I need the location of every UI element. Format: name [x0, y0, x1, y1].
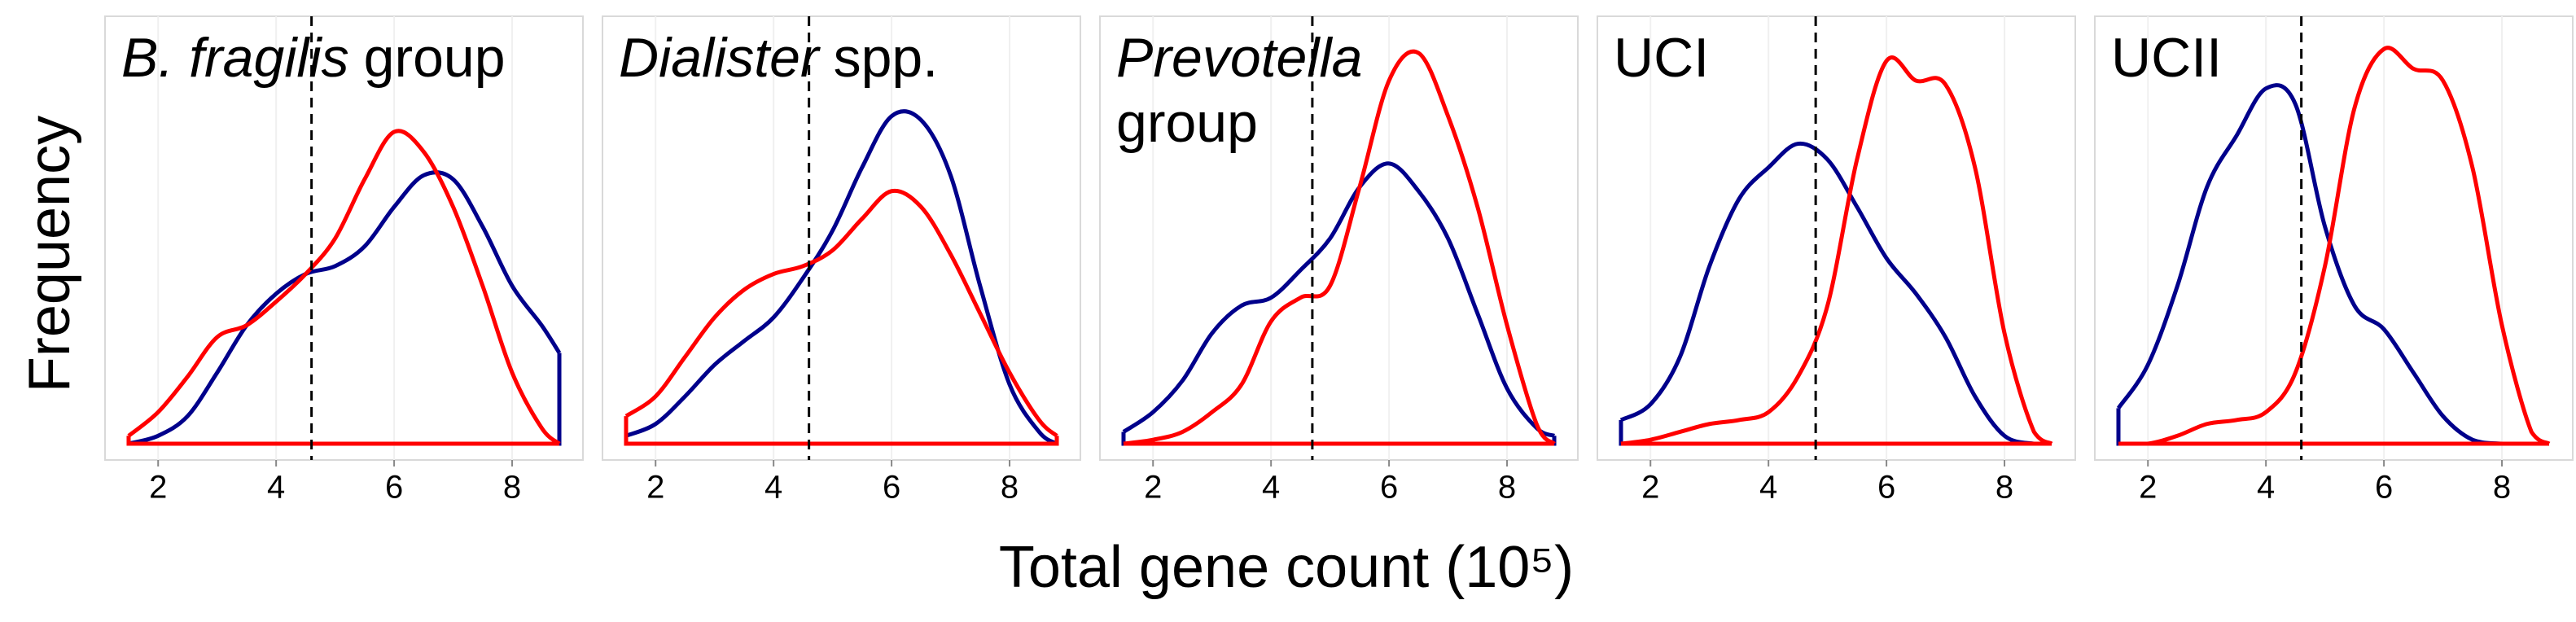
density-line [1123, 49, 1556, 446]
panel-title: Prevotella [1116, 27, 1362, 89]
density-outline [624, 416, 1059, 446]
x-tick-label: 4 [267, 470, 285, 506]
x-tick-label: 6 [883, 470, 900, 506]
x-tick-label: 2 [2139, 470, 2157, 506]
panel-title-italic: Prevotella [1116, 27, 1362, 89]
density-line [1122, 161, 1556, 438]
x-tick-label: 6 [2375, 470, 2393, 506]
panel-title-italic: Dialister [619, 27, 821, 89]
panel-title: B. fragilis group [121, 27, 506, 89]
panel-title: UCII [2111, 27, 2222, 89]
density-line [128, 170, 562, 446]
x-tick-label: 8 [1001, 470, 1019, 506]
panel [104, 15, 584, 461]
x-tick-label: 6 [385, 470, 403, 506]
x-tick-label: 8 [1498, 470, 1516, 506]
x-tick-label: 6 [1877, 470, 1895, 506]
density-outline [126, 436, 560, 446]
x-tick-label: 2 [1144, 470, 1162, 506]
panel [602, 15, 1081, 461]
x-tick-label: 6 [1380, 470, 1398, 506]
density-line [1620, 55, 2053, 446]
x-tick-label: 4 [1262, 470, 1280, 506]
panel [1597, 15, 2076, 461]
density-line [2118, 46, 2551, 446]
density-line [624, 188, 1058, 438]
panel-title-italic: B. fragilis [121, 27, 349, 89]
panel-title: Dialister spp. [619, 27, 938, 89]
x-tick-label: 2 [1641, 470, 1659, 506]
y-axis-label: Frequency [17, 116, 82, 392]
x-tick-label: 2 [149, 470, 167, 506]
density-line [2116, 83, 2550, 446]
x-tick-label: 4 [1759, 470, 1777, 506]
x-tick-label: 8 [2493, 470, 2511, 506]
x-tick-label: 4 [764, 470, 782, 506]
panel-title: UCI [1614, 27, 1709, 89]
x-axis-label: Total gene count (10⁵) [999, 535, 1574, 600]
panel [2094, 15, 2574, 461]
x-tick-label: 8 [1996, 470, 2013, 506]
density-line [1619, 141, 2052, 446]
panel-title-text: spp. [834, 27, 939, 89]
panel-title: group [1116, 92, 1258, 154]
x-tick-label: 4 [2257, 470, 2275, 506]
panel-title-text: group [364, 27, 506, 89]
x-tick-label: 2 [646, 470, 664, 506]
density-line [127, 129, 561, 446]
x-tick-label: 8 [503, 470, 521, 506]
